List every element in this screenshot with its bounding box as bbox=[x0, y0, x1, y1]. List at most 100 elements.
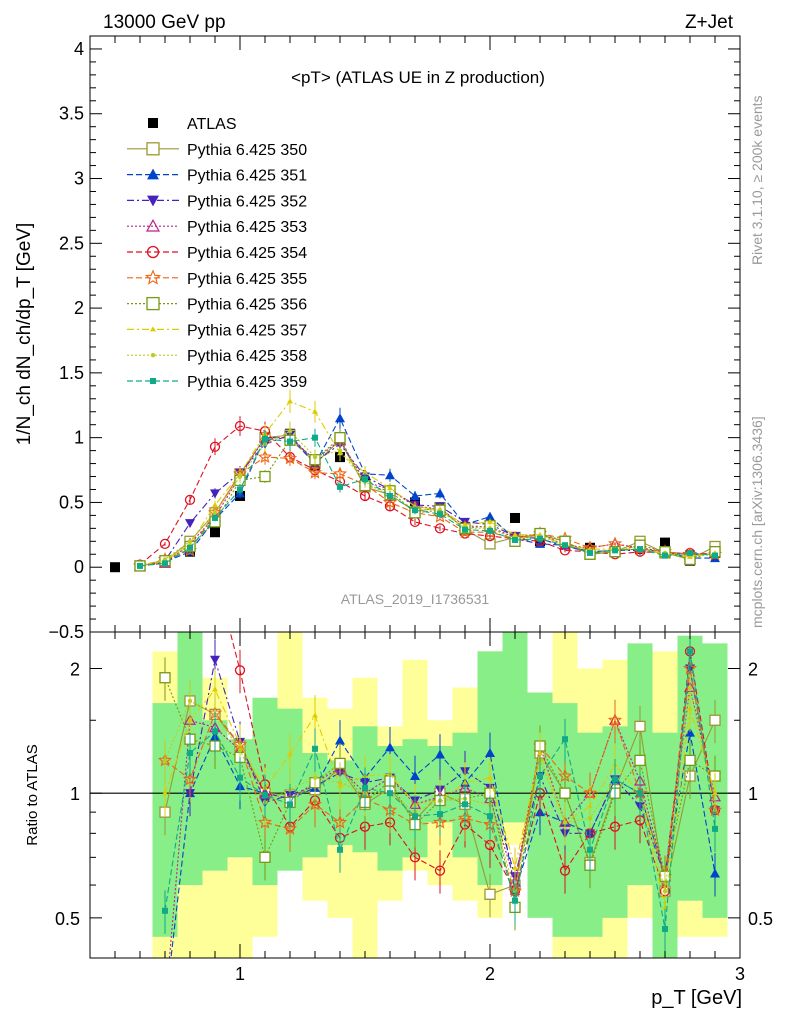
data-point bbox=[382, 494, 398, 509]
ratio-point bbox=[212, 686, 218, 692]
ratio-point bbox=[237, 747, 243, 753]
data-point bbox=[362, 476, 368, 483]
side-text-top-wrap: Rivet 3.1.10, ≥ 200k events bbox=[749, 95, 765, 265]
data-point bbox=[187, 544, 193, 551]
band-green bbox=[502, 632, 528, 823]
ratio-y-tick-label: 0.5 bbox=[55, 909, 80, 929]
legend-label: Pythia 6.425 351 bbox=[187, 168, 307, 185]
data-point bbox=[287, 428, 293, 434]
ratio-point bbox=[634, 754, 646, 767]
x-tick-label: 3 bbox=[735, 964, 745, 984]
ratio-point bbox=[562, 736, 568, 743]
data-point bbox=[484, 538, 496, 550]
legend-entry-4: Pythia 6.425 353 bbox=[127, 218, 307, 236]
data-point bbox=[287, 438, 293, 445]
ratio-point bbox=[462, 801, 468, 808]
ratio-line bbox=[189, 659, 716, 879]
ratio-ylabel-text: Ratio to ATLAS bbox=[24, 744, 41, 845]
ratio-point bbox=[434, 865, 446, 876]
data-point bbox=[307, 465, 323, 479]
side-text-bottom-wrap: mcplots.cern.ch [arXiv:1306.3436] bbox=[749, 416, 765, 628]
legend-marker bbox=[144, 269, 162, 285]
series-4 bbox=[133, 428, 722, 571]
data-point bbox=[385, 470, 395, 480]
data-point bbox=[212, 502, 218, 508]
plot-title: <pT> (ATLAS UE in Z production) bbox=[291, 68, 545, 87]
ratio-point bbox=[687, 648, 693, 655]
data-point bbox=[184, 494, 196, 505]
ratio-point bbox=[337, 846, 343, 853]
ratio-point bbox=[237, 774, 243, 781]
ratio-y-tick-label: 2 bbox=[70, 660, 80, 680]
data-point bbox=[662, 552, 668, 559]
legend-label: Pythia 6.425 357 bbox=[187, 322, 307, 339]
legend-entry-8: Pythia 6.425 357 bbox=[127, 322, 307, 339]
data-point bbox=[387, 492, 393, 499]
ratio-panel: 0.5 0.5 1 1 2 2 1 2 3 Ratio to ATLAS p_T [GeV] bbox=[24, 631, 773, 1014]
data-point bbox=[185, 519, 195, 529]
data-point bbox=[359, 490, 371, 502]
data-point bbox=[237, 474, 243, 479]
ratio-point bbox=[212, 728, 218, 735]
data-point bbox=[337, 448, 343, 453]
ratio-point bbox=[162, 907, 168, 914]
data-point bbox=[512, 531, 518, 537]
data-point bbox=[337, 483, 343, 490]
data-point bbox=[660, 537, 670, 548]
data-point bbox=[562, 542, 568, 549]
legend-marker bbox=[145, 218, 161, 232]
side-text-bottom: mcplots.cern.ch [arXiv:1306.3436] bbox=[749, 416, 765, 628]
data-point bbox=[210, 489, 220, 499]
legend-entry-7: Pythia 6.425 356 bbox=[127, 297, 307, 314]
ratio-point bbox=[160, 1005, 170, 1014]
x-axis-label: p_T [GeV] bbox=[651, 987, 742, 1009]
data-point bbox=[462, 526, 468, 533]
legend-marker bbox=[147, 195, 159, 207]
ratio-ylabel: Ratio to ATLAS bbox=[24, 744, 41, 845]
ratio-point bbox=[409, 852, 421, 863]
data-point bbox=[612, 547, 618, 554]
ratio-point bbox=[487, 774, 493, 780]
series-line bbox=[139, 430, 716, 567]
legend-entry-0: ATLAS bbox=[148, 116, 237, 133]
ratio-point bbox=[562, 820, 568, 825]
legend-label: ATLAS bbox=[187, 116, 237, 133]
ratio-line bbox=[164, 677, 716, 908]
ratio-point bbox=[234, 665, 246, 676]
ratio-point bbox=[262, 791, 268, 798]
legend-marker bbox=[147, 168, 159, 180]
data-point bbox=[234, 420, 246, 432]
data-point bbox=[282, 450, 298, 465]
x-tick-label: 2 bbox=[485, 964, 495, 984]
ratio-point bbox=[587, 816, 593, 821]
data-point bbox=[712, 552, 718, 559]
ratio-point bbox=[559, 865, 571, 876]
ratio-point bbox=[332, 814, 348, 829]
y-tick-label: 4 bbox=[74, 39, 84, 59]
ratio-point bbox=[162, 790, 168, 796]
ratio-point bbox=[182, 771, 198, 786]
main-panel: −0.5 0 0.5 1 1.5 2 2.5 3 3.5 4 <pT> (ATLAS UE in … bbox=[14, 35, 741, 642]
data-point bbox=[187, 539, 193, 544]
ratio-point bbox=[687, 685, 693, 690]
ratio-point bbox=[387, 790, 393, 797]
ratio-point bbox=[684, 754, 696, 767]
y-tick-label: 2 bbox=[74, 298, 84, 318]
ratio-y-tick-label-right: 2 bbox=[748, 660, 758, 680]
ratio-point bbox=[162, 758, 168, 763]
data-point bbox=[137, 562, 143, 569]
ratio-point bbox=[710, 868, 720, 878]
ratio-point bbox=[609, 821, 621, 832]
ratio-point bbox=[485, 748, 495, 758]
band-yellow bbox=[227, 857, 253, 958]
ratio-point bbox=[512, 897, 518, 904]
ratio-point bbox=[412, 813, 418, 820]
data-point bbox=[335, 413, 345, 423]
data-point bbox=[262, 435, 268, 442]
header-right: Z+Jet bbox=[685, 12, 734, 33]
ratio-point bbox=[587, 846, 593, 853]
ratio-point bbox=[307, 796, 323, 811]
data-point bbox=[410, 490, 420, 500]
ratio-point bbox=[487, 813, 493, 820]
